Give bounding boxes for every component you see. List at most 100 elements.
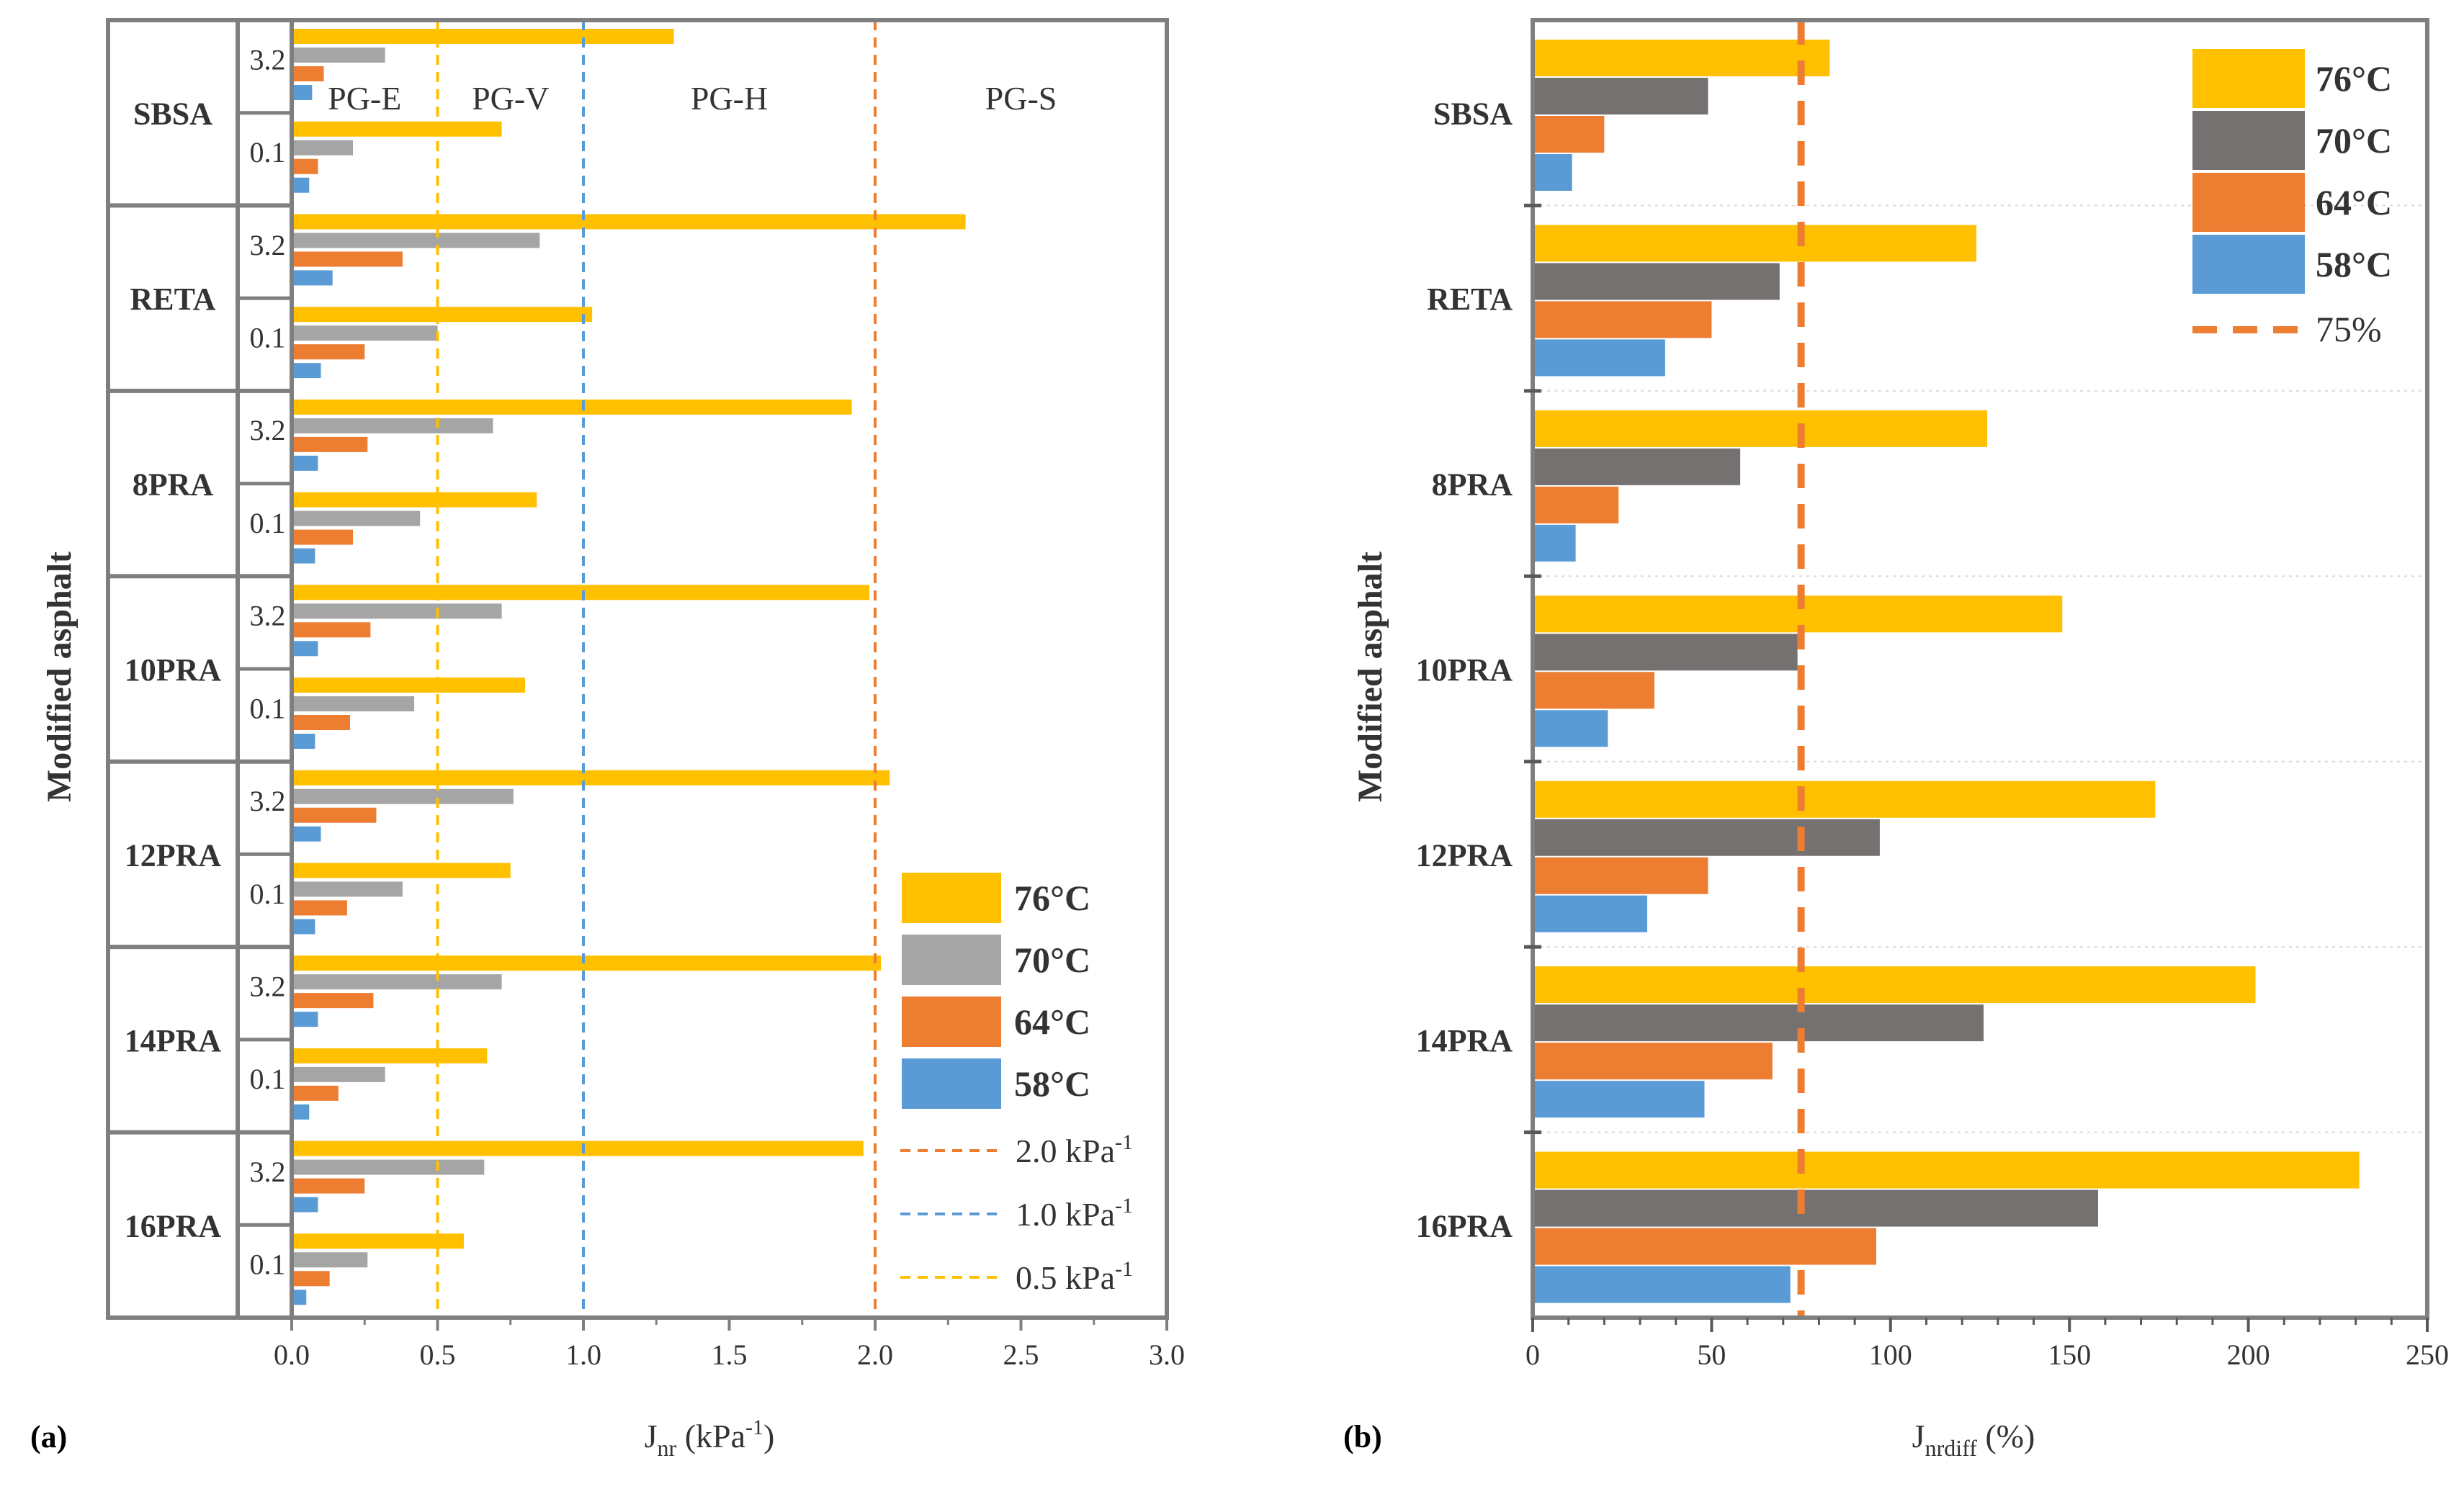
category-label-10pra: 10PRA (1416, 652, 1513, 688)
legend-swatch-58c (902, 1058, 1001, 1109)
bar-8pra-0-1-58c (292, 548, 315, 564)
stress-label-3-2: 3.2 (250, 43, 286, 76)
bar-8pra-0-1-76c (292, 492, 537, 508)
category-label-10pra: 10PRA (125, 652, 222, 688)
category-label-sbsa: SBSA (1433, 96, 1513, 132)
stress-label-0-1: 0.1 (250, 1249, 286, 1281)
bar-14pra-3-2-58c (292, 1012, 318, 1027)
category-label-16pra: 16PRA (1416, 1208, 1513, 1243)
bar-12pra-0-1-58c (292, 919, 315, 935)
legend-label-70c: 70°C (2316, 120, 2392, 161)
bar-10pra-0-1-70c (292, 696, 415, 711)
legend-label-76c: 76°C (2316, 58, 2392, 99)
legend-swatch-76c (2192, 49, 2305, 108)
x-tick-label-200: 200 (2227, 1339, 2270, 1371)
panel-b-gridlines (1533, 204, 2427, 1133)
stress-label-3-2: 3.2 (250, 1156, 286, 1188)
panel-b-category-labels: SBSA RETA 8PRA 10PRA 12PRA 14PRA 16PRA (1416, 96, 1513, 1244)
panel-a-legend: 76°C 70°C 64°C 58°C 2.0 kPa-1 1.0 kPa-1 0.5 kP… (900, 873, 1133, 1296)
bar-sbsa-70c (1533, 78, 1708, 114)
legend-label-58c: 58°C (2316, 244, 2392, 284)
zone-label-pg-v: PG-V (472, 80, 549, 117)
category-label-8pra: 8PRA (133, 467, 214, 503)
bar-sbsa-3-2-64c (292, 66, 324, 81)
category-label-14pra: 14PRA (125, 1023, 222, 1058)
x-tick-label-2-5: 2.5 (1003, 1339, 1039, 1371)
bar-10pra-3-2-70c (292, 603, 502, 619)
category-label-12pra: 12PRA (1416, 837, 1513, 873)
bar-8pra-70c (1533, 448, 1741, 485)
panel-a-x-axis-title: Jnr (kPa-1) (645, 1416, 775, 1461)
bar-10pra-0-1-64c (292, 715, 350, 730)
legend-label-64c: 64°C (2316, 182, 2392, 222)
bar-16pra-0-1-58c (292, 1290, 307, 1305)
bar-12pra-0-1-70c (292, 881, 403, 897)
bar-10pra-58c (1533, 710, 1608, 747)
bar-reta-3-2-64c (292, 251, 403, 267)
bar-sbsa-0-1-64c (292, 158, 318, 174)
bar-8pra-76c (1533, 410, 1987, 447)
legend-swatch-58c (2192, 235, 2305, 294)
x-tick-label-50: 50 (1697, 1339, 1726, 1371)
bar-sbsa-76c (1533, 40, 1830, 76)
legend-label-76c: 76°C (1014, 878, 1090, 918)
zone-label-pg-e: PG-E (328, 80, 401, 117)
legend-swatch-70c (2192, 111, 2305, 170)
bar-reta-64c (1533, 301, 1712, 338)
bar-sbsa-0-1-58c (292, 177, 310, 193)
bar-8pra-3-2-76c (292, 399, 852, 415)
bar-sbsa-3-2-76c (292, 29, 674, 44)
bar-14pra-58c (1533, 1081, 1705, 1118)
bar-14pra-76c (1533, 966, 2256, 1004)
panel-a-frame (106, 18, 1169, 1320)
bar-12pra-3-2-58c (292, 826, 321, 842)
x-tick-label-0-0: 0.0 (274, 1339, 310, 1371)
bar-reta-0-1-76c (292, 307, 593, 323)
legend-label-75: 75% (2316, 309, 2382, 349)
stress-label-0-1: 0.1 (250, 1063, 286, 1095)
bar-reta-70c (1533, 263, 1780, 300)
legend-label-70c: 70°C (1014, 940, 1090, 980)
bar-12pra-64c (1533, 857, 1708, 894)
legend-swatch-70c (902, 935, 1001, 985)
x-tick-label-250: 250 (2406, 1339, 2449, 1371)
zone-label-pg-s: PG-S (985, 80, 1057, 117)
bar-16pra-3-2-58c (292, 1197, 318, 1213)
legend-swatch-76c (902, 873, 1001, 923)
bar-14pra-0-1-64c (292, 1085, 339, 1101)
bar-14pra-0-1-76c (292, 1048, 488, 1063)
x-tick-label-2-0: 2.0 (857, 1339, 893, 1371)
category-label-8pra: 8PRA (1432, 467, 1513, 503)
x-tick-label-100: 100 (1869, 1339, 1912, 1371)
bar-14pra-3-2-76c (292, 955, 882, 971)
x-tick-label-0: 0 (1526, 1339, 1540, 1371)
bar-14pra-0-1-70c (292, 1066, 385, 1082)
panel-a-reference-lines (436, 20, 877, 1318)
bar-reta-0-1-58c (292, 363, 321, 379)
bar-reta-3-2-58c (292, 270, 333, 286)
panel-a-category-labels: SBSA 3.2 0.1 RETA 3.2 0.1 8PRA 3.2 0.1 10PRA 3.2 0.… (125, 43, 286, 1280)
panel-b-y-axis-title: Modified asphalt (1351, 552, 1389, 802)
bar-reta-58c (1533, 339, 1665, 377)
x-tick-label-1-0: 1.0 (565, 1339, 601, 1371)
bar-reta-0-1-70c (292, 325, 438, 341)
x-tick-label-1-5: 1.5 (712, 1339, 748, 1371)
bar-16pra-0-1-70c (292, 1252, 368, 1268)
bar-16pra-70c (1533, 1189, 2098, 1227)
bar-16pra-76c (1533, 1151, 2360, 1189)
bar-12pra-3-2-70c (292, 788, 514, 804)
bar-10pra-3-2-76c (292, 585, 869, 600)
panel-b-x-axis-title: Jnrdiff (%) (1912, 1418, 2035, 1461)
panel-b-jnrdiff-chart: SBSA RETA 8PRA 10PRA 12PRA 14PRA 16PRA 0 50 100 1… (1343, 18, 2449, 1461)
stress-label-3-2: 3.2 (250, 229, 286, 261)
bar-sbsa-58c (1533, 154, 1572, 191)
stress-label-0-1: 0.1 (250, 878, 286, 910)
bar-16pra-0-1-76c (292, 1233, 464, 1249)
bar-8pra-3-2-58c (292, 455, 318, 471)
bar-12pra-70c (1533, 819, 1880, 856)
panel-b-legend: 76°C 70°C 64°C 58°C 75% (2192, 49, 2392, 349)
bar-16pra-3-2-70c (292, 1159, 485, 1175)
bar-sbsa-3-2-70c (292, 48, 385, 63)
bar-12pra-58c (1533, 895, 1647, 932)
